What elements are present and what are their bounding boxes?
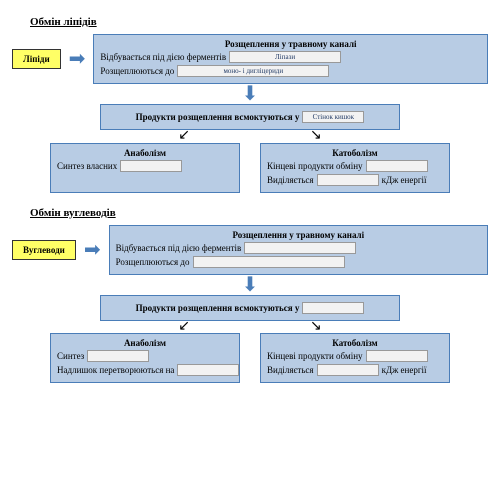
carbs-catabolism-blank2[interactable] — [317, 364, 379, 376]
lipids-absorb-blank[interactable]: Стінок кишок — [302, 111, 364, 123]
lipids-start-box: Ліпіди — [12, 49, 61, 69]
arrow-right-icon: ➡ — [69, 49, 86, 69]
carbs-pair: Анаболізм Синтез Надлишок перетворюються… — [12, 333, 488, 383]
lipids-section-title: Обмін ліпідів — [30, 16, 488, 28]
lipids-anabolism-line1: Синтез власних — [57, 161, 117, 171]
carbs-absorb-box: Продукти розщеплення всмоктуються у — [100, 295, 400, 321]
carbs-catabolism-line1: Кінцеві продукти обміну — [267, 351, 363, 361]
carbs-digest-box: Розщеплення у травному каналі Відбуваєть… — [109, 225, 488, 275]
carbs-catabolism-box: Катоболізм Кінцеві продукти обміну Виділ… — [260, 333, 450, 383]
carbs-digest-line1: Відбувається під дією ферментів — [116, 243, 242, 253]
carbs-section-title: Обмін вуглеводів — [30, 207, 488, 219]
carbs-anabolism-line1: Синтез — [57, 351, 84, 361]
carbs-digest-blank1[interactable] — [244, 242, 356, 254]
carbs-anabolism-title: Анаболізм — [57, 338, 233, 348]
carbs-catabolism-title: Катоболізм — [267, 338, 443, 348]
carbs-anabolism-line2: Надлишок перетворюються на — [57, 365, 174, 375]
lipids-digest-blank1[interactable]: Ліпази — [229, 51, 341, 63]
lipids-catabolism-line1: Кінцеві продукти обміну — [267, 161, 363, 171]
lipids-absorb-text: Продукти розщеплення всмоктуються у — [136, 112, 300, 122]
carbs-digest-blank2[interactable] — [193, 256, 345, 268]
carbs-catabolism-line2a: Виділяється — [267, 365, 314, 375]
lipids-catabolism-box: Катоболізм Кінцеві продукти обміну Виділ… — [260, 143, 450, 193]
carbs-catabolism-line2b: кДж енергії — [382, 365, 427, 375]
lipids-digest-box: Розщеплення у травному каналі Відбуваєть… — [93, 34, 488, 84]
lipids-anabolism-blank1[interactable] — [120, 160, 182, 172]
carbs-split: ↙↘ — [12, 321, 488, 334]
arrow-down-icon: ⬇ — [12, 86, 488, 102]
carbs-digest-title: Розщеплення у травному каналі — [116, 230, 481, 240]
carbs-absorb-text: Продукти розщеплення всмоктуються у — [136, 303, 300, 313]
lipids-catabolism-blank1[interactable] — [366, 160, 428, 172]
carbs-anabolism-box: Анаболізм Синтез Надлишок перетворюються… — [50, 333, 240, 383]
lipids-catabolism-line2a: Виділяється — [267, 175, 314, 185]
lipids-digest-title: Розщеплення у травному каналі — [100, 39, 481, 49]
carbs-absorb-blank[interactable] — [302, 302, 364, 314]
lipids-digest-line2: Розщеплюються до — [100, 66, 174, 76]
lipids-digest-blank2[interactable]: моно- і дигліцериди — [177, 65, 329, 77]
lipids-row1: Ліпіди ➡ Розщеплення у травному каналі В… — [12, 34, 488, 84]
carbs-catabolism-blank1[interactable] — [366, 350, 428, 362]
carbs-anabolism-blank2[interactable] — [177, 364, 239, 376]
arrow-right-icon: ➡ — [84, 240, 101, 260]
carbs-digest-line2: Розщеплюються до — [116, 257, 190, 267]
lipids-catabolism-line2b: кДж енергії — [382, 175, 427, 185]
carbs-row1: Вуглеводи ➡ Розщеплення у травному канал… — [12, 225, 488, 275]
lipids-catabolism-title: Катоболізм — [267, 148, 443, 158]
arrow-down-icon: ⬇ — [12, 277, 488, 293]
lipids-absorb-box: Продукти розщеплення всмоктуються у Стін… — [100, 104, 400, 130]
lipids-pair: Анаболізм Синтез власних Катоболізм Кінц… — [12, 143, 488, 193]
carbs-anabolism-blank1[interactable] — [87, 350, 149, 362]
lipids-digest-line1: Відбувається під дією ферментів — [100, 52, 226, 62]
lipids-split: ↙↘ — [12, 130, 488, 143]
lipids-anabolism-title: Анаболізм — [57, 148, 233, 158]
lipids-catabolism-blank2[interactable] — [317, 174, 379, 186]
carbs-start-box: Вуглеводи — [12, 240, 76, 260]
lipids-anabolism-box: Анаболізм Синтез власних — [50, 143, 240, 193]
